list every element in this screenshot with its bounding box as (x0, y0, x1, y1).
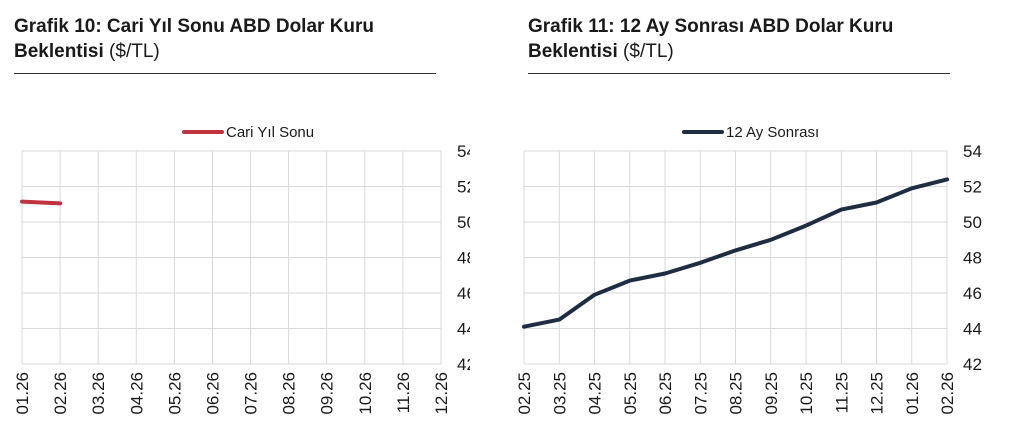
x-tick-label: 01.26 (903, 372, 922, 415)
y-tick-label: 50 (457, 213, 470, 232)
x-tick-label: 12.25 (868, 372, 887, 415)
data-point (21, 201, 23, 203)
y-tick-label: 48 (963, 249, 982, 268)
chart-panel-right: Grafik 11: 12 Ay Sonrası ABD Dolar Kuru … (514, 0, 984, 444)
data-point (805, 225, 807, 227)
chart-title: Grafik 11: 12 Ay Sonrası ABD Dolar Kuru … (528, 14, 958, 64)
x-tick-label: 06.26 (203, 372, 222, 415)
data-point (523, 326, 525, 328)
data-point (664, 272, 666, 274)
chart-title-text: Grafik 10: Cari Yıl Sonu ABD Dolar Kuru … (14, 16, 375, 62)
x-tick-label: 11.25 (832, 372, 851, 413)
y-tick-label: 42 (457, 355, 470, 374)
y-tick-label: 54 (457, 142, 470, 161)
data-point (594, 294, 595, 296)
data-point (699, 262, 701, 264)
chart-title-unit: ($/TL) (623, 41, 674, 62)
y-tick-label: 54 (963, 142, 982, 161)
y-tick-label: 44 (963, 320, 982, 339)
y-tick-label: 46 (457, 284, 470, 303)
x-tick-label: 02.25 (515, 372, 534, 415)
x-tick-label: 05.25 (621, 372, 640, 415)
x-tick-label: 07.26 (242, 372, 261, 415)
x-tick-label: 10.26 (356, 372, 375, 415)
line-chart-left: 54 52 50 48 46 44 42 01.26 02.26 03.26 04.26 05.26 0… (13, 124, 470, 415)
x-tick-label: 08.26 (280, 372, 299, 415)
title-divider (14, 73, 436, 74)
x-tick-label: 11.26 (394, 372, 413, 413)
title-divider (528, 73, 950, 74)
x-tick-label: 02.26 (938, 372, 957, 415)
line-chart-right: 54 52 50 48 46 44 42 02.25 03.25 04.25 05.25 06.25 0… (515, 124, 982, 415)
x-tick-label: 03.26 (89, 372, 108, 415)
series-line (20, 199, 63, 206)
gridlines (21, 150, 442, 365)
data-point (876, 201, 877, 203)
data-point (911, 187, 913, 189)
y-tick-label: 50 (963, 213, 982, 232)
data-point (59, 202, 61, 204)
data-point (770, 239, 772, 241)
data-point (840, 209, 842, 211)
legend-label: 12 Ay Sonrası (726, 124, 819, 141)
x-tick-label: 04.26 (127, 372, 146, 415)
x-tick-label: 07.25 (691, 372, 710, 415)
x-tick-label: 02.26 (51, 372, 70, 415)
chart-title-unit: ($/TL) (109, 41, 160, 62)
x-tick-label: 09.26 (318, 372, 337, 415)
x-tick-label: 09.25 (762, 372, 781, 415)
data-point (735, 249, 736, 251)
y-tick-label: 52 (457, 178, 470, 197)
y-tick-label: 52 (963, 178, 982, 197)
y-tick-label: 48 (457, 249, 470, 268)
data-point (629, 280, 631, 282)
x-tick-label: 04.25 (586, 372, 605, 415)
x-tick-label: 06.25 (656, 372, 675, 415)
x-tick-label: 10.25 (797, 372, 816, 415)
chart-title-text: Grafik 11: 12 Ay Sonrası ABD Dolar Kuru … (528, 16, 894, 62)
y-tick-label: 44 (457, 320, 470, 339)
x-tick-label: 12.26 (432, 372, 451, 415)
legend-label: Cari Yıl Sonu (226, 124, 314, 141)
gridlines (523, 150, 948, 365)
x-tick-label: 08.25 (727, 372, 746, 415)
y-tick-label: 42 (963, 355, 982, 374)
x-tick-label: 01.26 (13, 372, 32, 415)
data-point (946, 178, 948, 180)
y-tick-label: 46 (963, 284, 982, 303)
x-tick-label: 03.25 (550, 372, 569, 415)
x-tick-label: 05.26 (165, 372, 184, 415)
data-point (558, 319, 560, 321)
chart-title: Grafik 10: Cari Yıl Sonu ABD Dolar Kuru … (14, 14, 444, 64)
chart-panel-left: Grafik 10: Cari Yıl Sonu ABD Dolar Kuru … (0, 0, 470, 444)
